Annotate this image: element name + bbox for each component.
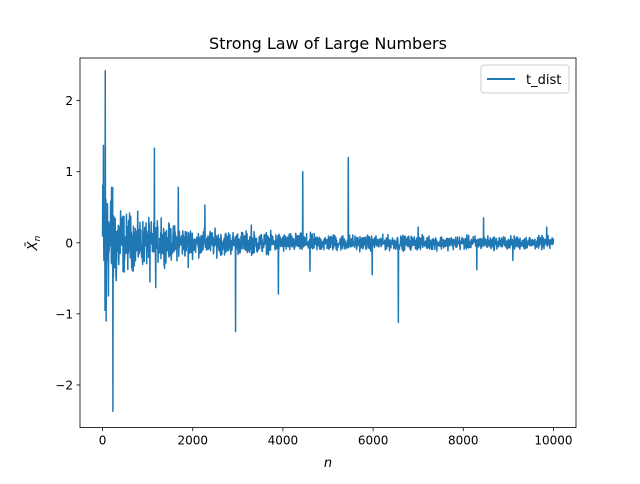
x-tick-label: 10000 (534, 434, 572, 448)
x-tick-label: 4000 (268, 434, 299, 448)
legend-box (480, 64, 570, 94)
x-tick-label: 0 (99, 434, 107, 448)
legend-label-t_dist: t_dist (526, 73, 561, 88)
y-tick-label: 0 (65, 236, 73, 250)
y-axis-label: X̄n (26, 235, 43, 251)
y-axis-label-base: X̄ (26, 240, 41, 251)
x-tick-label: 6000 (358, 434, 389, 448)
y-axis: −2 −1 0 1 2 (55, 94, 80, 392)
x-tick-label: 8000 (448, 434, 479, 448)
y-tick-label: −1 (55, 307, 73, 321)
x-axis-label: n (324, 456, 332, 471)
legend: t_dist (480, 64, 570, 94)
y-tick-label: 2 (65, 94, 73, 108)
chart-title: Strong Law of Large Numbers (209, 34, 447, 53)
series-line-t_dist (101, 70, 555, 412)
y-tick-label: 1 (65, 165, 73, 179)
y-axis-label-subscript: n (33, 235, 43, 241)
x-axis: 0 2000 4000 6000 8000 10000 (99, 427, 573, 448)
plot-area (101, 70, 555, 412)
y-tick-label: −2 (55, 378, 73, 392)
x-tick-label: 2000 (177, 434, 208, 448)
